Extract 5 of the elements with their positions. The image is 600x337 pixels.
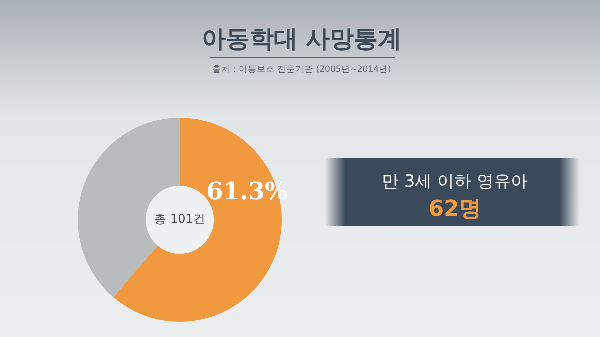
text: 62명 (428, 197, 482, 222)
text: 총 101건 (154, 212, 206, 226)
chart-title: 아동학대 사망통계 (202, 25, 402, 53)
source-note: 출처 : 아동보호 전문기관 (2005년~2014년) (212, 65, 392, 75)
text: 만 3세 이하 영유아 (382, 172, 528, 192)
